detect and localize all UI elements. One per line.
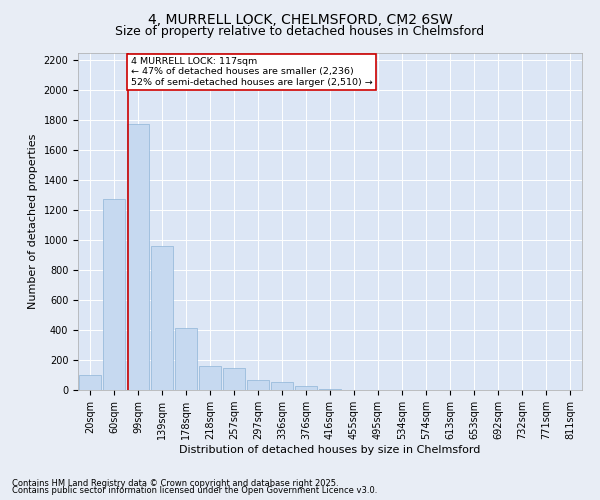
Bar [127,124,149,390]
Bar [271,382,293,390]
Y-axis label: Number of detached properties: Number of detached properties [28,134,38,309]
Text: 4 MURRELL LOCK: 117sqm
← 47% of detached houses are smaller (2,236)
52% of semi-: 4 MURRELL LOCK: 117sqm ← 47% of detached… [131,57,373,87]
Bar [151,246,173,390]
Text: Contains public sector information licensed under the Open Government Licence v3: Contains public sector information licen… [12,486,377,495]
Bar [103,198,125,390]
Bar [223,368,245,390]
X-axis label: Distribution of detached houses by size in Chelmsford: Distribution of detached houses by size … [179,445,481,455]
Bar [79,375,101,390]
Text: 4, MURRELL LOCK, CHELMSFORD, CM2 6SW: 4, MURRELL LOCK, CHELMSFORD, CM2 6SW [148,12,452,26]
Bar [175,328,197,390]
Bar [319,388,341,390]
Text: Size of property relative to detached houses in Chelmsford: Size of property relative to detached ho… [115,25,485,38]
Text: Contains HM Land Registry data © Crown copyright and database right 2025.: Contains HM Land Registry data © Crown c… [12,478,338,488]
Bar [295,386,317,390]
Bar [199,366,221,390]
Bar [247,380,269,390]
